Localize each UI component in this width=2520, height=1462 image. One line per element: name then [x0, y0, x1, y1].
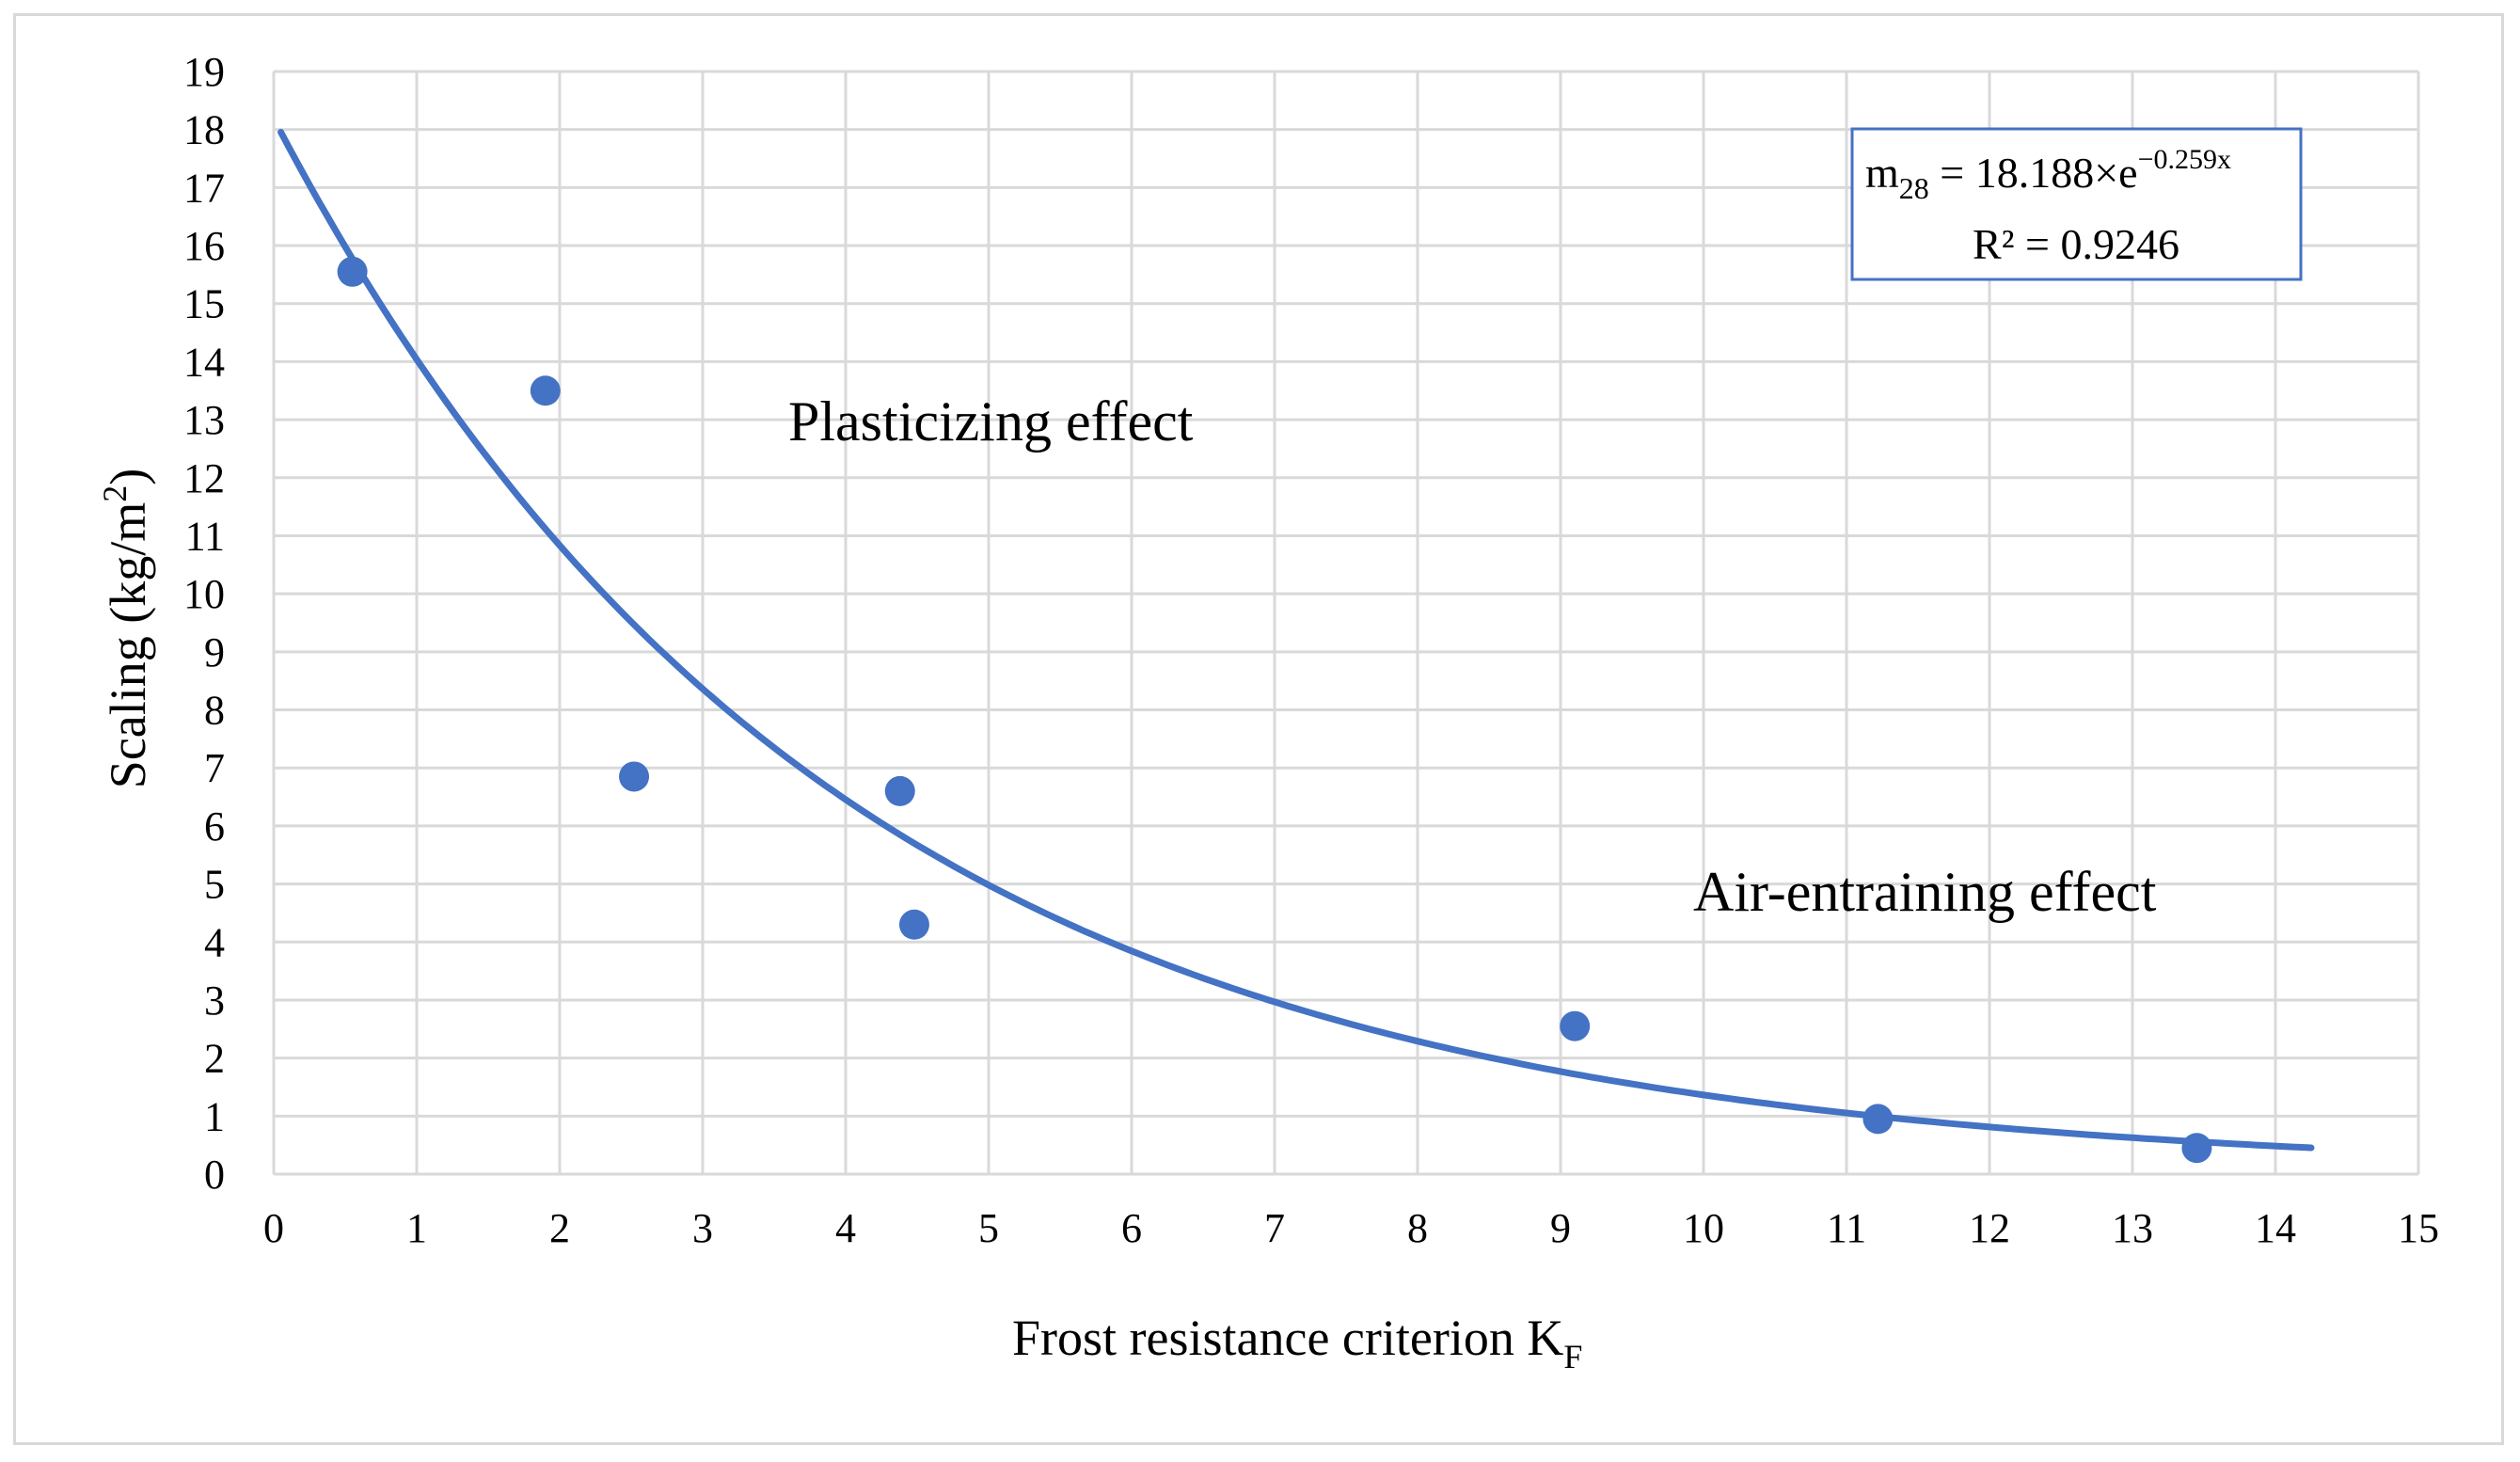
y-tick-label: 18: [183, 107, 225, 153]
x-tick-label: 0: [263, 1205, 284, 1251]
data-points: [337, 256, 2212, 1164]
x-tick-label: 15: [2398, 1205, 2439, 1251]
data-point: [619, 761, 650, 792]
x-tick-label: 6: [1121, 1205, 1142, 1251]
y-tick-label: 12: [183, 455, 225, 501]
x-axis-title: Frost resistance criterion KF: [1012, 1310, 1582, 1375]
x-tick-label: 13: [2112, 1205, 2153, 1251]
x-tick-label: 12: [1969, 1205, 2010, 1251]
x-tick-label: 14: [2255, 1205, 2296, 1251]
tick-labels: 0 1 2 3 4 5 6 7 8 9 10 11 12 13 14 15012345678910111213…: [183, 49, 2439, 1251]
data-point: [1862, 1104, 1894, 1135]
x-tick-label: 8: [1407, 1205, 1428, 1251]
data-point: [530, 375, 561, 406]
y-tick-label: 6: [204, 803, 225, 850]
x-tick-label: 4: [835, 1205, 856, 1251]
r-squared-text: R² = 0.9246: [1973, 220, 2179, 268]
data-point: [337, 256, 368, 287]
x-tick-label: 10: [1683, 1205, 1724, 1251]
equation-box: [1850, 127, 2303, 281]
exponential-trendline: [277, 129, 2315, 1152]
equation-text: m28 = 18.188×e−0.259x: [1865, 144, 2231, 205]
x-tick-label: 2: [549, 1205, 570, 1251]
data-point: [898, 909, 929, 940]
y-tick-label: 3: [204, 977, 225, 1024]
trendline-group: [277, 129, 2315, 1152]
y-tick-label: 17: [183, 165, 225, 211]
annotation-air-entraining: Air-entraining effect: [1693, 861, 2157, 923]
y-tick-label: 14: [183, 339, 225, 385]
y-tick-label: 11: [185, 513, 225, 559]
y-tick-label: 16: [183, 223, 225, 269]
data-point: [2181, 1133, 2212, 1164]
data-point: [884, 775, 915, 806]
y-tick-label: 2: [204, 1036, 225, 1082]
y-tick-label: 1: [204, 1093, 225, 1139]
x-tick-label: 9: [1550, 1205, 1571, 1251]
y-tick-label: 7: [204, 745, 225, 791]
annotation-plasticizing: Plasticizing effect: [788, 390, 1194, 453]
data-point: [1560, 1010, 1591, 1041]
x-tick-label: 1: [406, 1205, 427, 1251]
x-tick-label: 5: [978, 1205, 999, 1251]
y-tick-label: 4: [204, 919, 225, 965]
grid-lines: [272, 70, 2420, 1176]
y-tick-label: 5: [204, 862, 225, 908]
y-tick-label: 15: [183, 281, 225, 327]
x-tick-label: 7: [1264, 1205, 1285, 1251]
y-tick-label: 10: [183, 571, 225, 617]
y-tick-label: 9: [204, 629, 225, 675]
x-tick-label: 11: [1827, 1205, 1866, 1251]
y-tick-label: 13: [183, 397, 225, 443]
x-tick-label: 3: [692, 1205, 713, 1251]
y-tick-label: 0: [204, 1152, 225, 1198]
y-tick-label: 8: [204, 688, 225, 734]
y-axis-title: Scaling (kg/m2): [96, 469, 156, 788]
y-tick-label: 19: [183, 49, 225, 95]
